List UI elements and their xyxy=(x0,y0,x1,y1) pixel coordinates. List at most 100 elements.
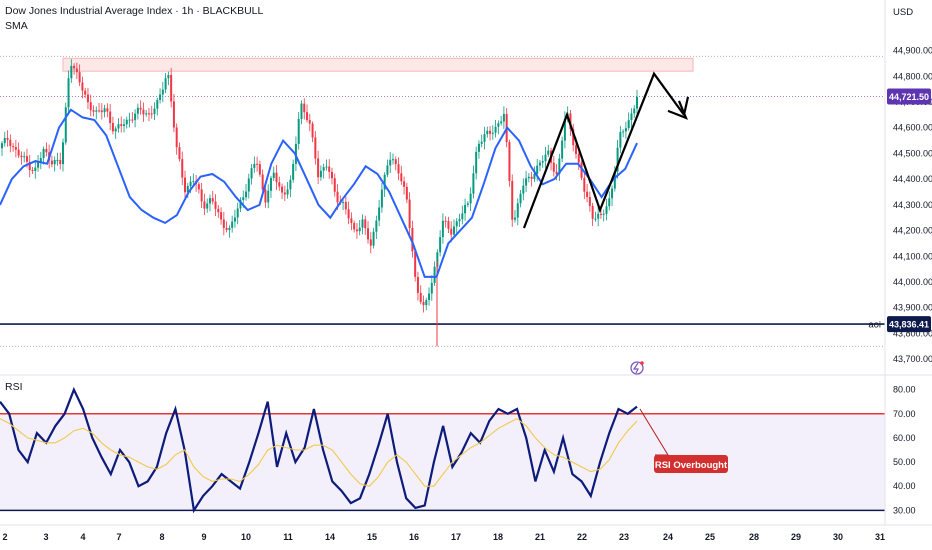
candle-body xyxy=(455,221,458,227)
time-tick-label: 24 xyxy=(663,532,673,542)
candle-body xyxy=(583,177,586,192)
candle-body xyxy=(303,103,306,113)
candle-body xyxy=(624,128,627,132)
candle-body xyxy=(386,165,389,175)
candle-body xyxy=(34,167,37,171)
candle-body xyxy=(558,158,561,175)
candle-body xyxy=(261,174,264,190)
candle-body xyxy=(53,159,56,165)
candle-body xyxy=(364,219,367,229)
price-tick-label: 44,600.00 xyxy=(893,123,932,133)
zigzag-arrowhead xyxy=(667,100,688,120)
aoi-price-tag xyxy=(887,316,931,333)
candle-body xyxy=(508,142,511,181)
candle-body xyxy=(114,128,117,132)
candle-body xyxy=(178,147,181,160)
candle-body xyxy=(272,172,275,179)
aoi-price-value: 43,836.41 xyxy=(889,320,929,330)
time-tick-label: 22 xyxy=(577,532,587,542)
candle-body xyxy=(464,204,467,214)
candle-body xyxy=(372,231,375,246)
notification-dot-icon xyxy=(640,361,644,365)
candle-body xyxy=(572,129,575,146)
candle-body xyxy=(84,90,87,95)
candle-body xyxy=(433,266,436,283)
candle-body xyxy=(3,137,6,144)
candle-body xyxy=(500,121,503,124)
candle-body xyxy=(489,130,492,134)
candle-body xyxy=(120,124,123,126)
candle-body xyxy=(258,164,261,175)
candle-body xyxy=(64,107,67,143)
time-tick-label: 17 xyxy=(451,532,461,542)
time-tick-label: 7 xyxy=(116,532,121,542)
candle-body xyxy=(161,89,164,95)
candle-body xyxy=(627,120,630,129)
candle-body xyxy=(206,203,209,209)
candle-body xyxy=(242,197,245,201)
sma-legend-label[interactable]: SMA xyxy=(5,20,28,32)
candle-body xyxy=(322,167,325,171)
candle-body xyxy=(444,220,447,222)
candle-body xyxy=(189,181,192,186)
projected-zigzag-path xyxy=(522,71,685,229)
candle-body xyxy=(480,141,483,144)
time-tick-label: 29 xyxy=(791,532,801,542)
candle-body xyxy=(358,227,361,232)
candle-body xyxy=(125,119,128,125)
candle-body xyxy=(330,171,333,179)
candle-body xyxy=(447,221,450,229)
candle-body xyxy=(175,127,178,148)
candle-body xyxy=(281,186,284,193)
time-tick-label: 14 xyxy=(325,532,335,542)
lightning-bolt-icon xyxy=(632,362,639,374)
candle-body xyxy=(408,199,411,228)
rsi-tick-label: 30.00 xyxy=(893,505,916,515)
candle-body xyxy=(67,78,70,108)
candle-body xyxy=(136,107,139,114)
candle-body xyxy=(117,124,120,129)
time-tick-label: 28 xyxy=(749,532,759,542)
candle-body xyxy=(311,123,314,138)
candle-body xyxy=(608,198,611,207)
time-tick-label: 15 xyxy=(367,532,377,542)
candle-body xyxy=(233,217,236,222)
candle-body xyxy=(361,219,364,228)
candle-body xyxy=(416,276,419,293)
candle-body xyxy=(81,82,84,91)
candle-body xyxy=(325,166,328,168)
candle-body xyxy=(525,178,528,186)
candle-body xyxy=(336,191,339,203)
candle-body xyxy=(319,170,322,178)
candle-body xyxy=(458,219,461,222)
candle-body xyxy=(222,219,225,228)
rsi-line xyxy=(0,386,638,514)
candle-body xyxy=(380,189,383,208)
candle-body xyxy=(375,220,378,232)
candle-body xyxy=(594,218,597,220)
candle-body xyxy=(245,191,248,198)
candle-body xyxy=(159,94,162,100)
candle-body xyxy=(533,173,536,179)
time-tick-label: 18 xyxy=(493,532,503,542)
candle-body xyxy=(519,193,522,204)
candle-body xyxy=(186,185,189,193)
candle-body xyxy=(491,132,494,134)
candle-body xyxy=(400,173,403,182)
candle-body xyxy=(389,159,392,166)
candle-body xyxy=(344,202,347,210)
candle-body xyxy=(333,178,336,192)
candle-body xyxy=(123,124,126,126)
time-tick-label: 2 xyxy=(2,532,7,542)
candle-body xyxy=(588,197,591,206)
candle-body xyxy=(597,213,600,219)
candle-body xyxy=(45,148,48,153)
candle-body xyxy=(369,239,372,246)
time-tick-label: 21 xyxy=(535,532,545,542)
candle-body xyxy=(314,137,317,159)
rsi-legend-label[interactable]: RSI xyxy=(5,381,23,393)
candle-body xyxy=(563,118,566,141)
candle-body xyxy=(306,112,309,121)
candle-body xyxy=(70,65,73,79)
